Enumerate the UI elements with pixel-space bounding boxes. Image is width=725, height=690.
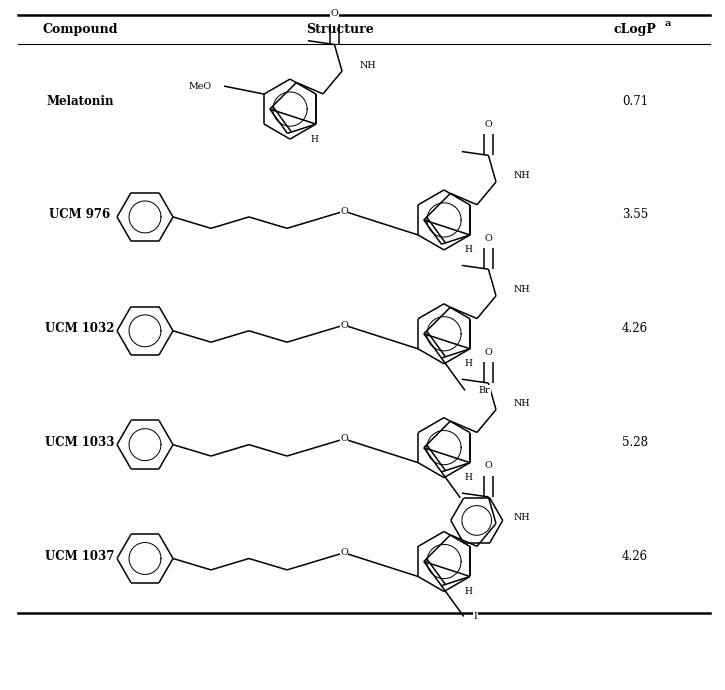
Text: H: H <box>310 135 318 144</box>
Text: O: O <box>484 234 492 243</box>
Text: 3.55: 3.55 <box>622 208 648 221</box>
Text: H: H <box>464 587 472 596</box>
Text: H: H <box>464 359 472 368</box>
Text: O: O <box>331 9 339 18</box>
Text: NH: NH <box>514 399 531 408</box>
Text: UCM 1037: UCM 1037 <box>45 550 115 563</box>
Text: Structure: Structure <box>306 23 374 36</box>
Text: Melatonin: Melatonin <box>46 95 114 108</box>
Text: O: O <box>340 321 348 330</box>
Text: Br: Br <box>479 386 490 395</box>
Text: O: O <box>484 120 492 129</box>
Text: O: O <box>484 462 492 471</box>
Text: NH: NH <box>514 513 531 522</box>
Text: 0.71: 0.71 <box>622 95 648 108</box>
Text: O: O <box>340 549 348 558</box>
Text: NH: NH <box>514 171 531 181</box>
Text: O: O <box>340 435 348 444</box>
Text: 5.28: 5.28 <box>622 436 648 449</box>
Text: UCM 976: UCM 976 <box>49 208 110 221</box>
Text: UCM 1033: UCM 1033 <box>45 436 115 449</box>
Text: H: H <box>464 246 472 255</box>
Text: I: I <box>473 612 478 621</box>
Text: NH: NH <box>514 285 531 295</box>
Text: 4.26: 4.26 <box>622 322 648 335</box>
Text: MeO: MeO <box>189 81 212 90</box>
Text: H: H <box>464 473 472 482</box>
Text: UCM 1032: UCM 1032 <box>45 322 115 335</box>
Text: a: a <box>665 19 671 28</box>
Text: cLogP: cLogP <box>613 23 656 36</box>
Text: O: O <box>484 348 492 357</box>
Text: Compound: Compound <box>42 23 117 36</box>
Text: 4.26: 4.26 <box>622 550 648 563</box>
Text: NH: NH <box>360 61 377 70</box>
Text: O: O <box>340 207 348 216</box>
